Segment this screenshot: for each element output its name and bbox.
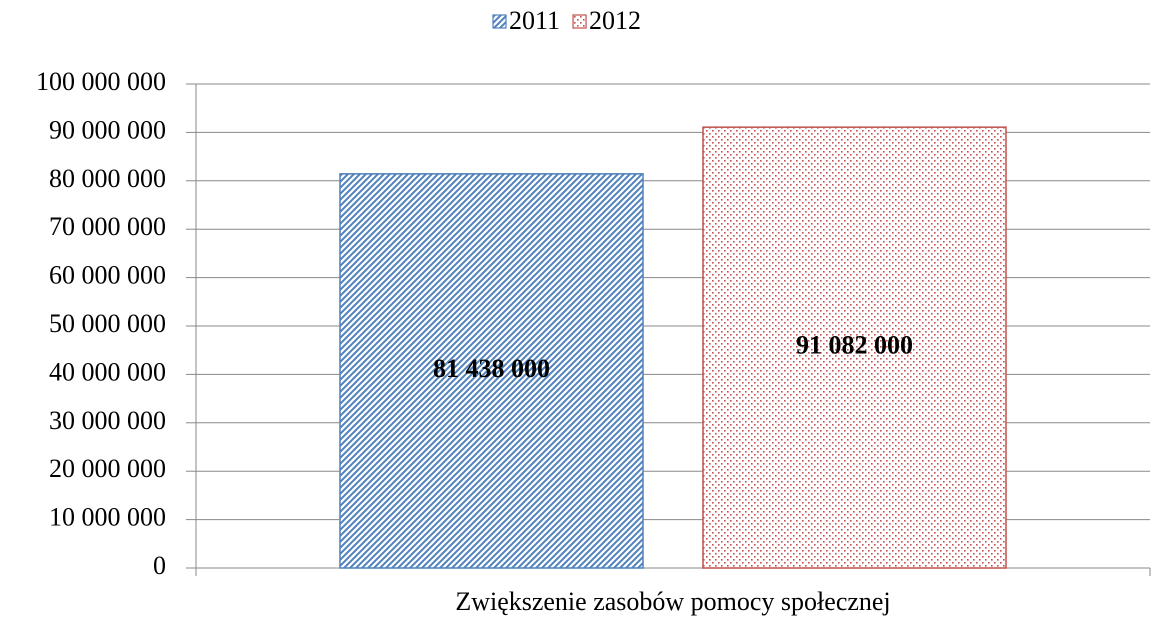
- x-tick-label: Zwiększenie zasobów pomocy społecznej: [455, 587, 890, 616]
- y-tick-label: 50 000 000: [49, 309, 166, 338]
- y-tick-label: 10 000 000: [49, 503, 166, 532]
- y-tick-label: 40 000 000: [49, 357, 166, 386]
- data-label: 91 082 000: [796, 331, 913, 360]
- y-tick-label: 30 000 000: [49, 406, 166, 435]
- y-tick-label: 80 000 000: [49, 164, 166, 193]
- y-tick-label: 60 000 000: [49, 261, 166, 290]
- bar: [339, 173, 644, 569]
- y-tick-label: 100 000 000: [36, 67, 166, 96]
- legend-label: 2012: [589, 6, 641, 35]
- y-tick-label: 90 000 000: [49, 115, 166, 144]
- y-tick-label: 70 000 000: [49, 212, 166, 241]
- legend-swatch: [572, 14, 587, 29]
- legend-swatch: [492, 14, 507, 29]
- data-label: 81 438 000: [433, 354, 550, 383]
- y-tick-label: 0: [153, 551, 166, 580]
- legend-label: 2011: [509, 6, 560, 35]
- bar: [702, 126, 1007, 569]
- y-tick-label: 20 000 000: [49, 454, 166, 483]
